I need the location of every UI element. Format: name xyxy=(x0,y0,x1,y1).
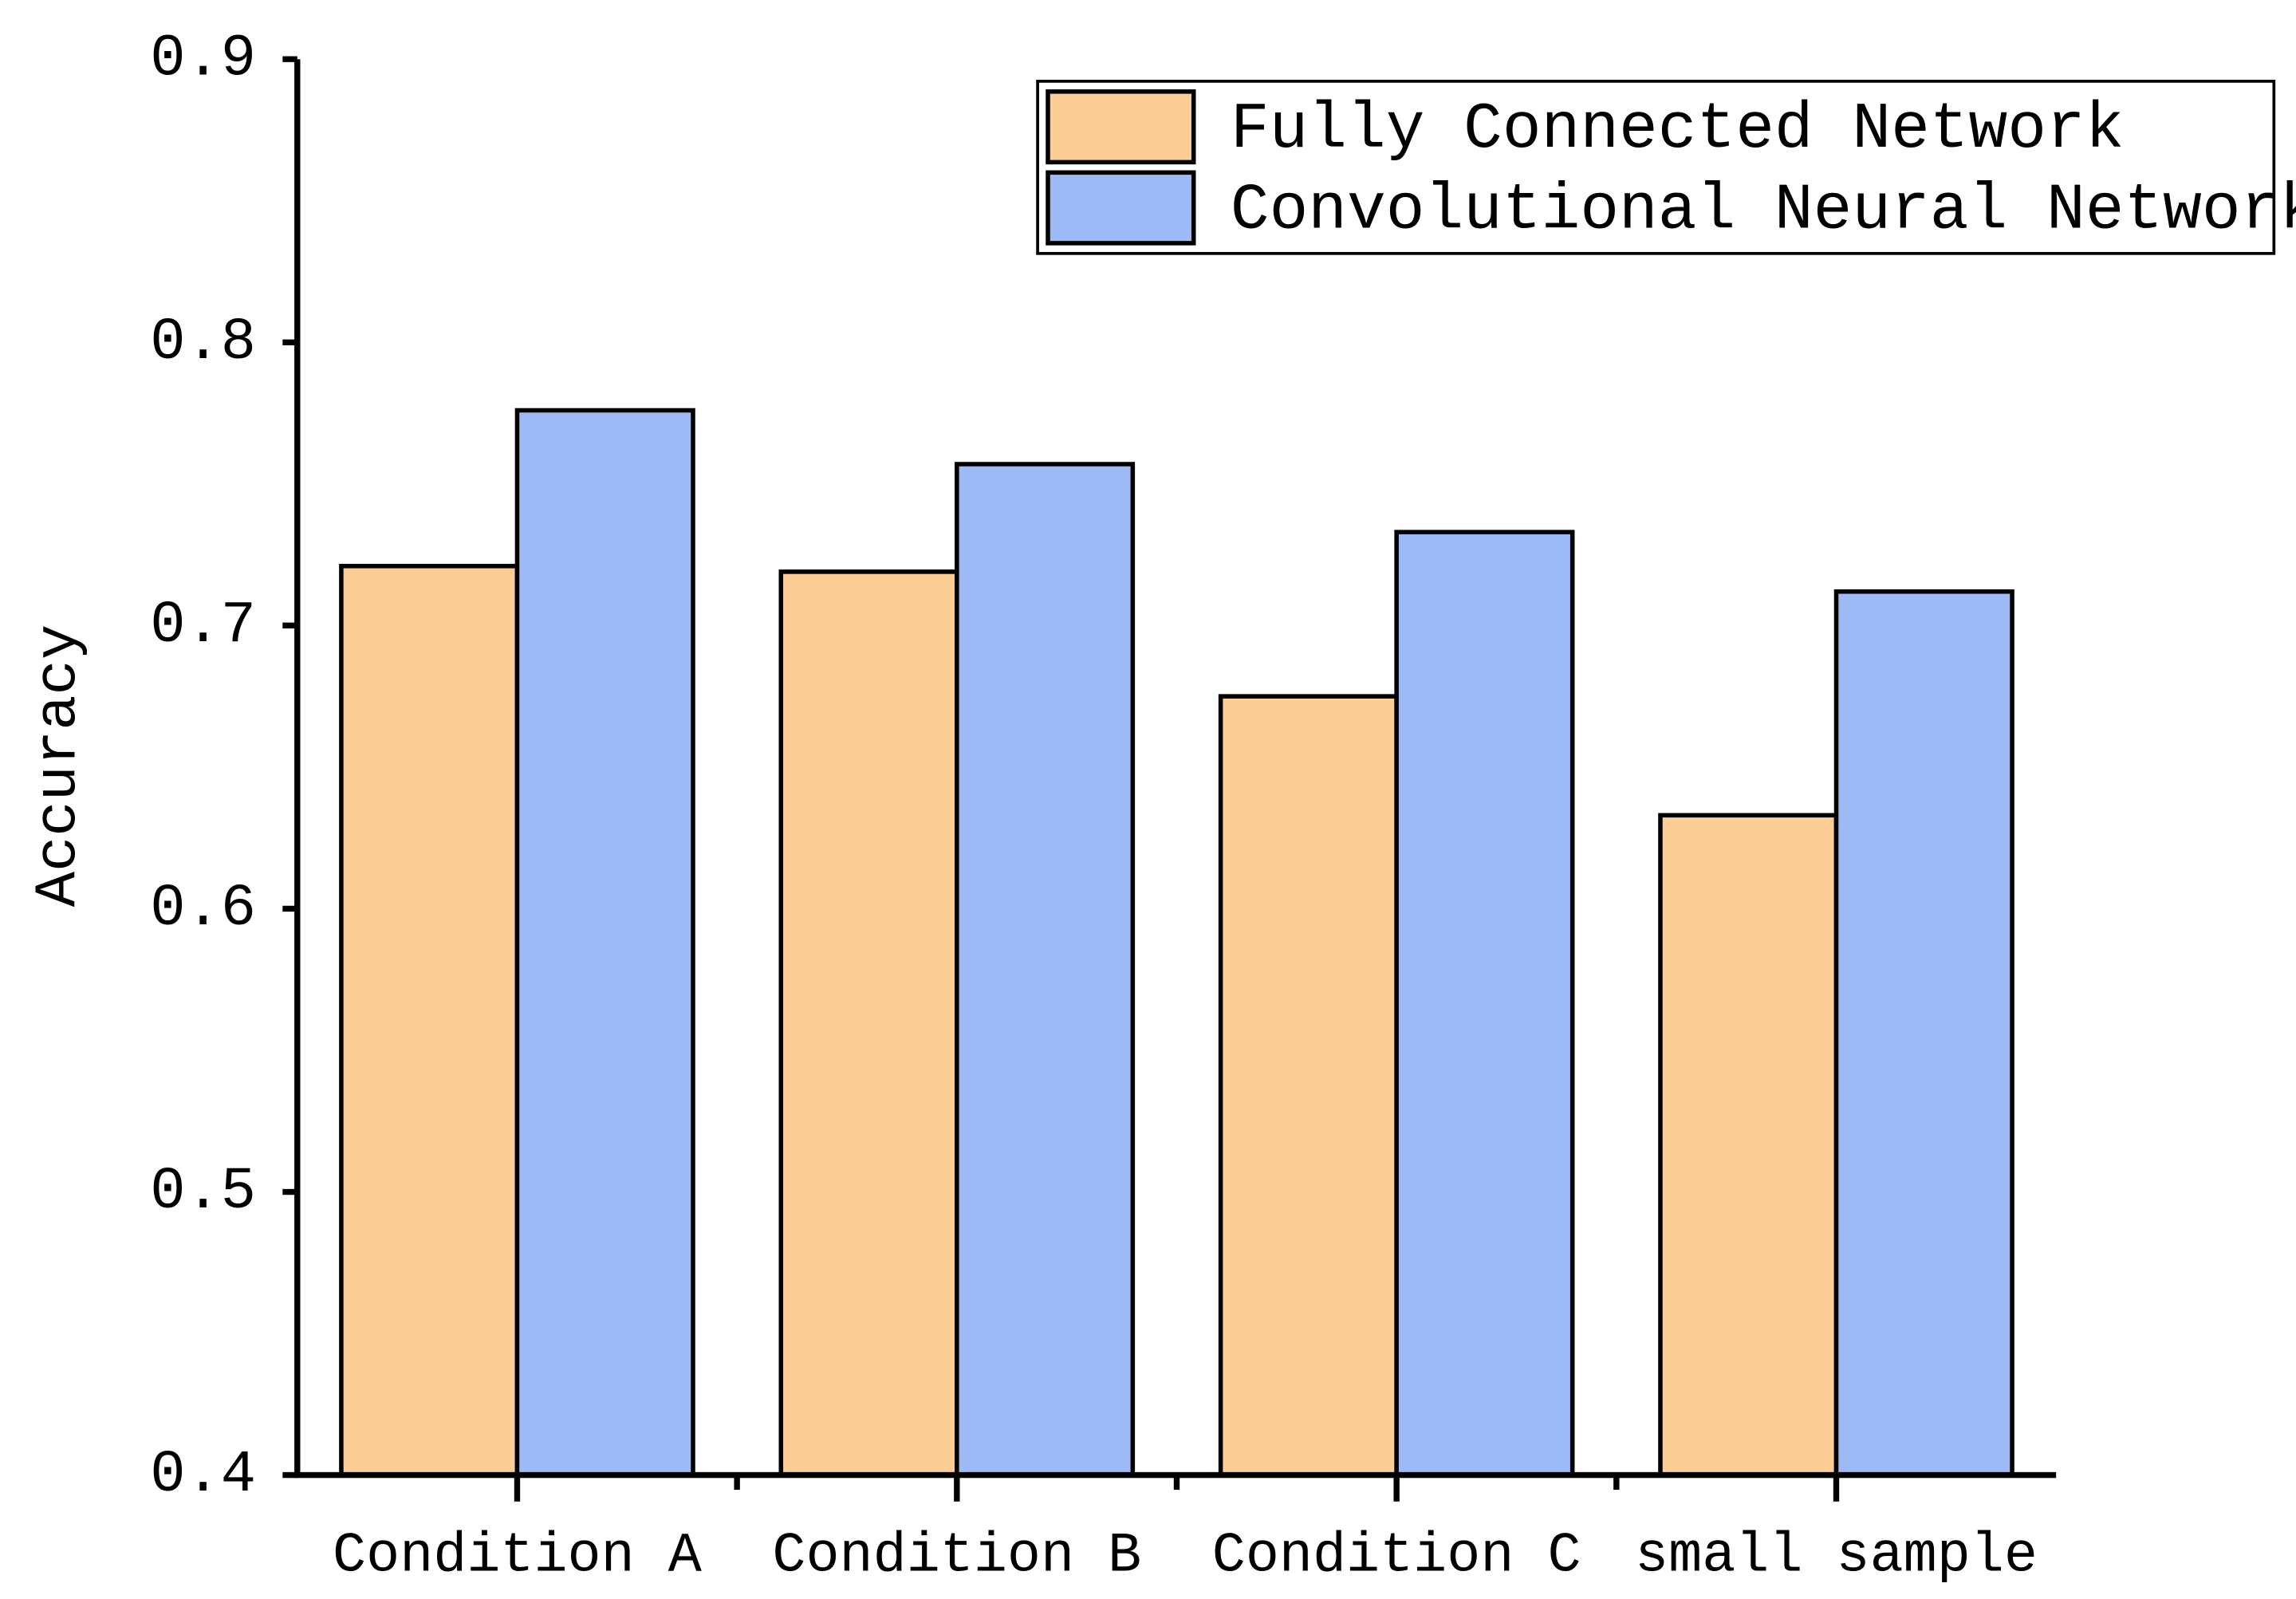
y-tick-label: 0.8 xyxy=(150,310,256,376)
y-axis-label: Accuracy xyxy=(26,624,93,907)
x-tick-label: Condition C xyxy=(1212,1526,1581,1589)
legend-label: Fully Connected Network xyxy=(1231,93,2125,167)
y-tick-label: 0.6 xyxy=(150,876,256,943)
y-tick-label: 0.5 xyxy=(150,1160,256,1226)
x-tick-label: Condition B xyxy=(772,1526,1141,1589)
y-tick-label: 0.9 xyxy=(150,27,256,93)
y-tick-label: 0.7 xyxy=(150,593,256,660)
bar xyxy=(955,462,1136,1478)
y-tick-label: 0.4 xyxy=(150,1443,256,1509)
bar xyxy=(1658,813,1839,1478)
bar xyxy=(1833,589,2014,1478)
x-tick-label: small sample xyxy=(1635,1526,2038,1589)
x-tick-label: Condition A xyxy=(333,1526,703,1589)
legend-label: Convolutional Neural Network xyxy=(1231,175,2296,248)
bar xyxy=(778,569,959,1478)
bar xyxy=(1218,694,1399,1478)
legend-swatch xyxy=(1046,170,1196,246)
bar xyxy=(339,564,520,1478)
legend-box xyxy=(1036,80,2276,255)
bar xyxy=(514,408,695,1478)
bar xyxy=(1394,530,1575,1478)
legend-swatch xyxy=(1046,89,1196,165)
